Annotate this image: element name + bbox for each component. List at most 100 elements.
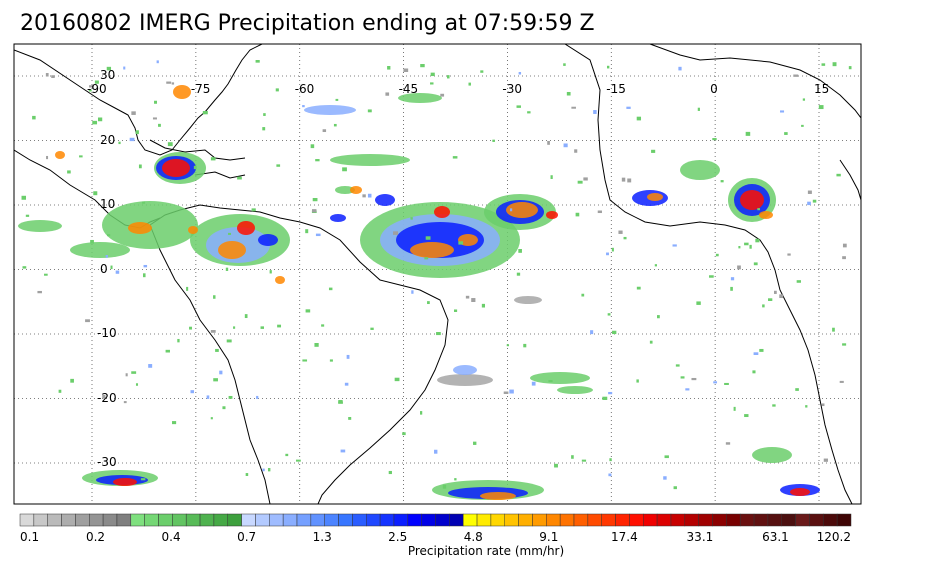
rain-speckle <box>675 364 680 367</box>
colorbar-swatch <box>698 513 713 527</box>
rain-speckle <box>636 379 639 383</box>
rain-speckle <box>70 378 74 383</box>
rain-speckle <box>135 383 139 386</box>
colorbar-swatch <box>130 513 145 527</box>
rain-area <box>680 160 720 180</box>
rain-speckle <box>757 208 761 211</box>
rain-cell-core <box>173 85 191 99</box>
rain-speckle <box>328 287 333 291</box>
rain-speckle <box>202 110 208 115</box>
rain-speckle <box>618 230 623 234</box>
rain-speckle <box>367 193 372 198</box>
rain-speckle <box>93 191 98 196</box>
rain-speckle <box>516 272 521 276</box>
rain-speckle <box>471 298 476 302</box>
colorbar-swatch <box>781 513 796 527</box>
rain-speckle <box>115 270 120 274</box>
colorbar-swatch <box>518 513 533 527</box>
colorbar-swatch <box>241 513 256 527</box>
rain-cell-core <box>375 194 395 206</box>
rain-speckle <box>315 159 320 162</box>
rain-speckle <box>228 232 232 235</box>
rain-speckle <box>745 131 751 136</box>
rain-speckle <box>807 190 812 194</box>
rain-speckle <box>310 144 315 149</box>
colorbar-swatch <box>213 513 228 527</box>
rain-speckle <box>222 406 226 410</box>
colorbar-swatch <box>836 513 852 527</box>
rain-cell-core <box>218 241 246 259</box>
colorbar-tick-label: 9.1 <box>539 530 558 544</box>
rain-speckle <box>256 395 259 399</box>
rain-speckle <box>158 123 161 127</box>
rain-speckle <box>105 254 108 258</box>
rain-speckle <box>593 110 597 114</box>
rain-speckle <box>503 391 509 394</box>
colorbar-swatch <box>739 513 755 527</box>
rain-speckle <box>678 66 682 71</box>
rain-speckle <box>547 140 550 145</box>
rain-speckle <box>454 478 457 481</box>
rain-speckle <box>393 231 398 235</box>
rain-speckle <box>79 155 83 158</box>
rain-speckle <box>226 339 232 343</box>
rain-cell-core <box>55 151 65 159</box>
rain-cell-core <box>434 206 450 218</box>
colorbar-tick-label: 0.2 <box>86 530 105 544</box>
longitude-label: -90 <box>87 82 107 96</box>
longitude-label: -30 <box>502 82 523 96</box>
rain-speckle <box>89 85 94 88</box>
colorbar-swatch <box>352 513 367 527</box>
colorbar-tick-label: 4.8 <box>464 530 483 544</box>
rain-speckle <box>744 242 749 246</box>
rain-speckle <box>571 106 576 109</box>
rain-speckle <box>446 75 450 79</box>
rain-speckle <box>92 120 98 125</box>
rain-speckle <box>577 180 583 184</box>
rain-speckle <box>768 298 773 301</box>
rain-speckle <box>608 391 613 395</box>
colorbar-swatch <box>102 513 118 527</box>
colorbar-swatch <box>629 513 644 527</box>
rain-speckle <box>237 176 242 180</box>
rain-speckle <box>548 380 553 383</box>
rain-speckle <box>148 364 153 368</box>
rain-speckle <box>285 453 289 457</box>
colorbar-swatch <box>532 513 547 527</box>
rain-speckle <box>210 417 213 420</box>
rain-speckle <box>611 247 614 252</box>
rain-speckle <box>571 455 574 459</box>
rain-speckle <box>730 286 733 291</box>
rain-speckle <box>709 275 714 278</box>
latitude-label: 10 <box>100 197 116 211</box>
rain-speckle <box>581 459 587 462</box>
colorbar-swatch <box>449 513 464 527</box>
rain-speckle <box>267 468 271 472</box>
latitude-label: -20 <box>97 390 117 405</box>
rain-speckle <box>260 326 264 329</box>
latitude-label: 0 <box>100 261 108 276</box>
rain-cell-core <box>506 202 538 218</box>
rain-speckle <box>186 286 189 291</box>
rain-speckle <box>812 199 817 203</box>
rain-speckle <box>523 343 527 348</box>
rain-speckle <box>190 390 194 394</box>
rain-speckle <box>468 82 471 86</box>
rain-speckle <box>46 155 49 160</box>
rain-speckle <box>213 295 216 299</box>
rain-speckle <box>342 167 347 172</box>
colorbar-swatch <box>89 513 104 527</box>
rain-speckle <box>206 395 210 399</box>
latitude-label: 30 <box>100 68 116 82</box>
colorbar-tick-label: 1.3 <box>313 530 332 544</box>
rain-speckle <box>531 381 536 386</box>
rain-speckle <box>315 233 321 237</box>
rain-speckle <box>752 370 756 374</box>
rain-speckle <box>436 332 441 336</box>
rain-cell-core <box>237 221 255 235</box>
rain-speckle <box>664 455 669 459</box>
rain-speckle <box>32 115 36 120</box>
rain-speckle <box>388 470 392 475</box>
rain-speckle <box>166 81 172 84</box>
